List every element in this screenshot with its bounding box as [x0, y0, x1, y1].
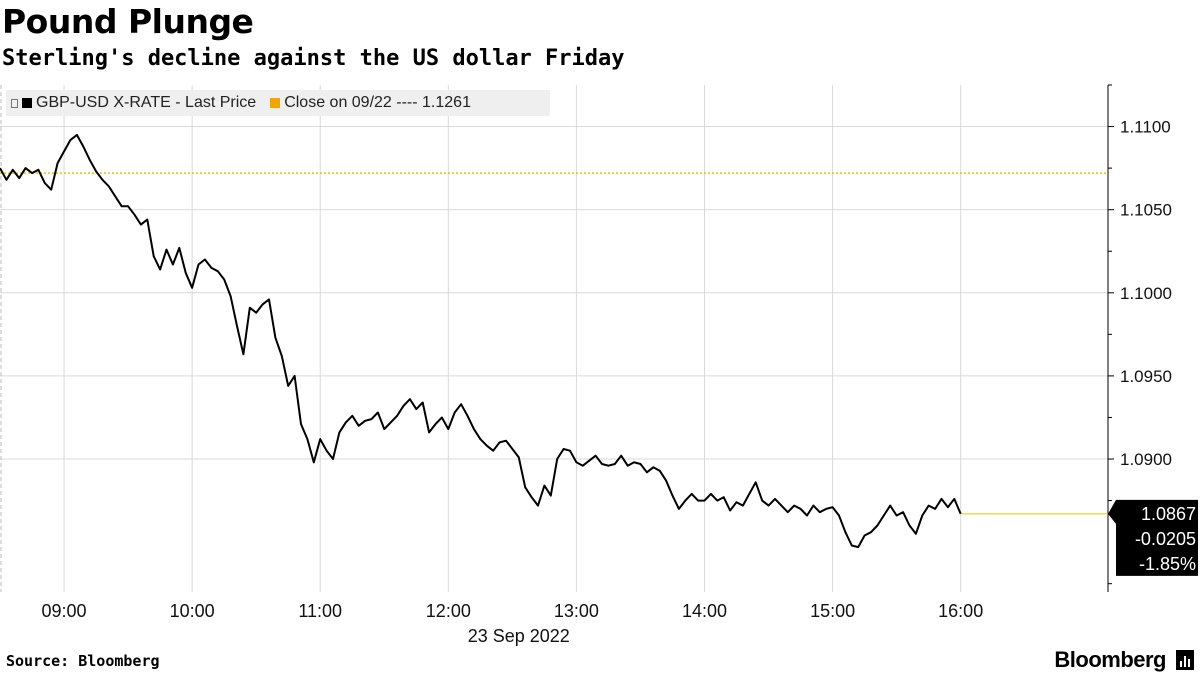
legend-swatch-close — [270, 98, 281, 108]
x-tick-label: 16:00 — [938, 601, 983, 621]
x-tick-label: 13:00 — [554, 601, 599, 621]
net-change-value: -0.0205 — [1135, 529, 1196, 549]
y-tick-label: 1.1050 — [1120, 201, 1172, 220]
x-tick-label: 12:00 — [426, 601, 471, 621]
chart-title: Pound Plunge — [2, 2, 254, 41]
y-tick-label: 1.0950 — [1120, 367, 1172, 386]
legend-grip-icon — [11, 98, 18, 108]
legend-close-label: Close on 09/22 ---- 1.1261 — [284, 94, 471, 111]
chart-subtitle: Sterling's decline against the US dollar… — [2, 46, 625, 71]
x-tick-label: 09:00 — [42, 601, 87, 621]
x-axis-date-label: 23 Sep 2022 — [468, 626, 570, 646]
percent-change-value: -1.85% — [1139, 554, 1196, 574]
x-tick-label: 11:00 — [298, 601, 342, 621]
y-tick-label: 1.1000 — [1120, 284, 1172, 303]
x-axis: 09:00 10:00 11:00 12:00 13:00 14:00 15:00 16:00 — [42, 601, 984, 621]
y-tick-label: 1.0900 — [1120, 450, 1172, 469]
bloomberg-chart-icon — [1176, 650, 1194, 670]
y-axis: 1.0900 1.0950 1.1000 1.1050 1.1100 — [1108, 84, 1172, 585]
source-note: Source: Bloomberg — [6, 652, 160, 670]
last-value-tag-shape — [1108, 499, 1198, 576]
x-tick-label: 15:00 — [810, 601, 855, 621]
legend-series-label: GBP-USD X-RATE - Last Price — [36, 94, 257, 111]
x-tick-label: 14:00 — [682, 601, 727, 621]
brand-logo-text: Bloomberg — [1054, 647, 1166, 672]
chart-legend: GBP-USD X-RATE - Last Price Close on 09/… — [6, 90, 550, 116]
x-tick-label: 10:00 — [170, 601, 215, 621]
last-value-tag: 1.0867 -0.0205 -1.85% — [1108, 499, 1198, 576]
y-tick-label: 1.1100 — [1120, 118, 1171, 137]
legend-swatch-series — [22, 98, 32, 108]
series-line-gbp-usd — [0, 133, 962, 549]
last-price-value: 1.0867 — [1141, 504, 1196, 524]
grid — [0, 85, 1108, 592]
